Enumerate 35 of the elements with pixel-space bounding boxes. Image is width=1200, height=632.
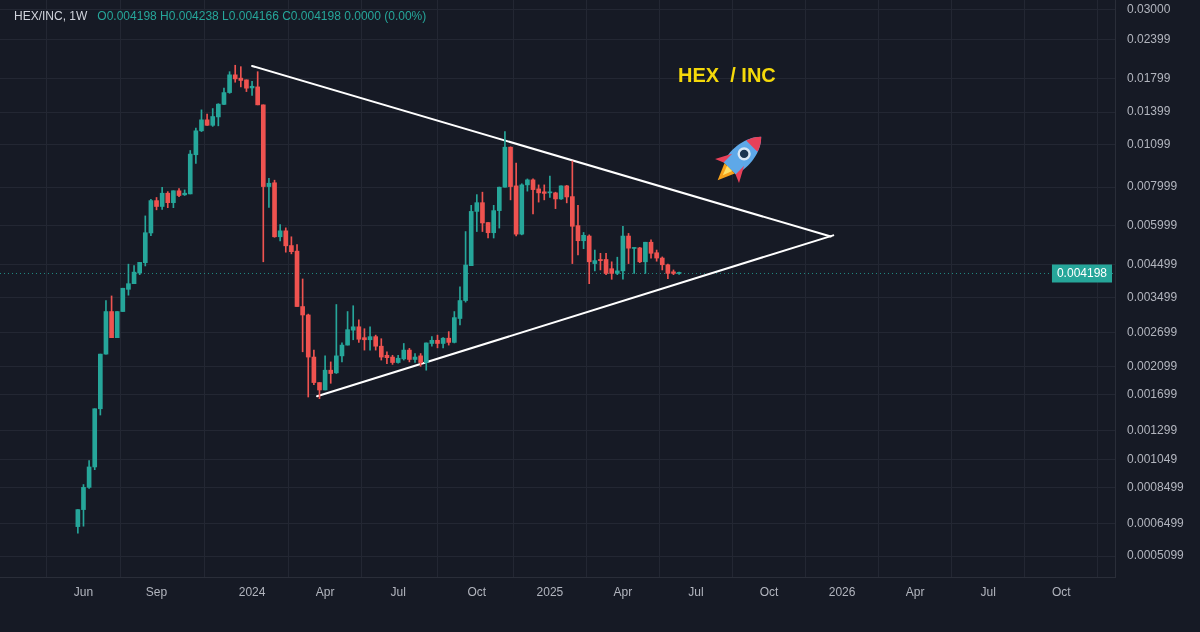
- y-tick-label: 0.005999: [1127, 217, 1178, 232]
- y-tick-label: 0.007999: [1127, 179, 1178, 194]
- y-tick-label: 0.002099: [1127, 358, 1178, 373]
- x-tick-label: Apr: [613, 584, 633, 599]
- x-tick-label: Apr: [905, 584, 925, 599]
- x-tick-label: Jul: [688, 584, 704, 599]
- y-tick-label: 0.0005099: [1127, 548, 1185, 563]
- y-tick-label: 0.01399: [1127, 104, 1171, 119]
- x-tick-label: 2026: [828, 584, 856, 599]
- y-tick-label: 0.03000: [1127, 2, 1171, 17]
- annotation: HEX / INC: [678, 63, 776, 86]
- ref-line-label: 0.004198: [1056, 266, 1108, 281]
- x-tick-label: Sep: [145, 584, 168, 599]
- y-tick-label: 0.001299: [1127, 423, 1178, 437]
- x-tick-label: Oct: [1051, 584, 1072, 599]
- annotation: O0.004198 H0.004238 L0.004166 C0.004198 0.0000 (0.00%): [97, 9, 427, 24]
- y-tick-label: 0.001049: [1127, 451, 1178, 466]
- x-tick-label: Jul: [390, 584, 406, 599]
- text: HEX/INC, 1W: [14, 9, 89, 24]
- x-tick-label: Oct: [467, 584, 487, 599]
- y-tick-label: 0.003499: [1127, 290, 1178, 305]
- x-tick-label: Jul: [980, 584, 996, 599]
- x-tick-label: Oct: [759, 584, 780, 599]
- x-tick-label: 2024: [238, 584, 266, 599]
- x-tick-label: Jun: [73, 584, 94, 599]
- y-tick-label: 0.0008499: [1127, 479, 1185, 494]
- y-tick-label: 0.001699: [1127, 387, 1178, 402]
- y-tick-label: 0.01799: [1127, 70, 1171, 85]
- y-tick-label: 0.0006499: [1127, 515, 1185, 530]
- y-tick-label: 0.002699: [1127, 324, 1178, 339]
- y-tick-label: 0.004499: [1127, 256, 1178, 271]
- x-tick-label: Apr: [315, 584, 335, 599]
- y-tick-label: 0.02399: [1127, 32, 1171, 47]
- y-tick-label: 0.01099: [1127, 136, 1171, 151]
- x-tick-label: 2025: [536, 584, 564, 599]
